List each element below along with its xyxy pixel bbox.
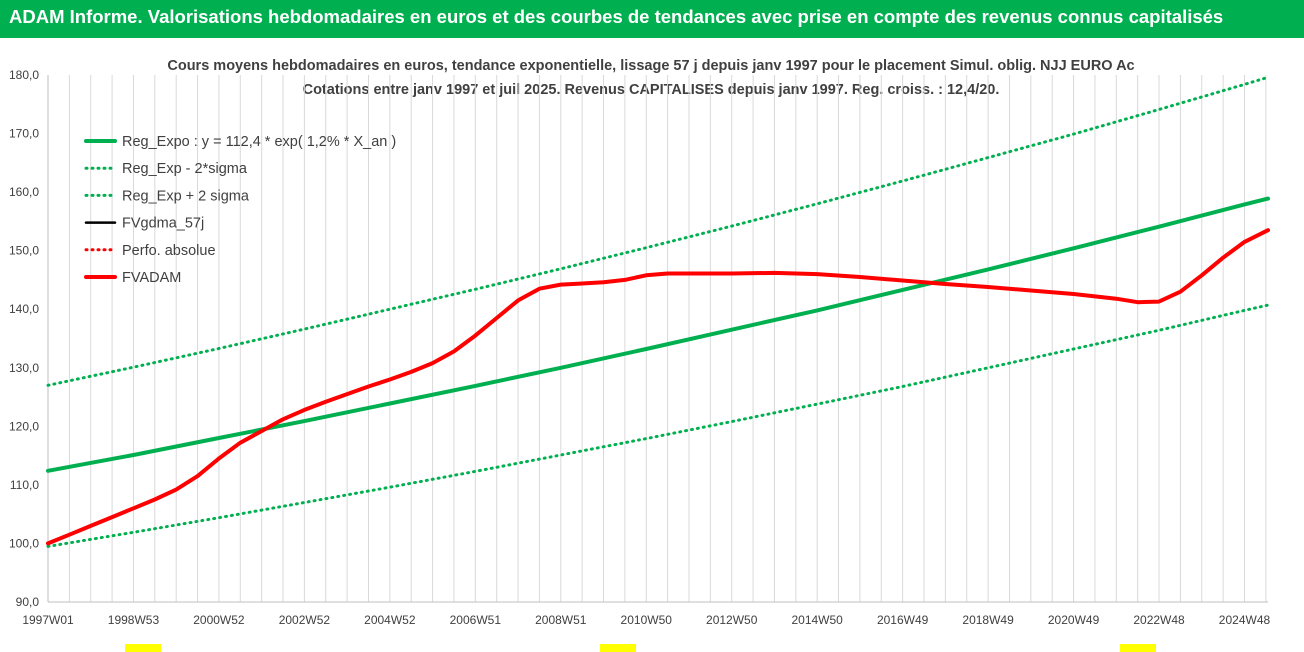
x-tick-label: 2012W50: [706, 613, 758, 627]
y-tick-label: 130,0: [9, 361, 39, 375]
x-tick-label: 2004W52: [364, 613, 416, 627]
bottom-mark: [125, 644, 161, 652]
legend-label: Reg_Expo : y = 112,4 * exp( 1,2% * X_an …: [122, 134, 396, 150]
x-tick-label: 1997W01: [22, 613, 74, 627]
line-chart: Cours moyens hebdomadaires en euros, ten…: [9, 58, 1271, 627]
series-line-2: [46, 75, 1270, 387]
legend-label: Reg_Exp + 2 sigma: [122, 188, 250, 204]
x-tick-label: 2000W52: [193, 613, 245, 627]
y-tick-label: 150,0: [9, 244, 39, 258]
y-tick-label: 180,0: [9, 68, 39, 82]
bottom-mark: [1120, 644, 1156, 652]
x-tick-label: 2022W48: [1133, 613, 1185, 627]
series-line-1: [46, 303, 1270, 548]
x-tick-label: 2018W49: [962, 613, 1014, 627]
y-tick-label: 90,0: [16, 595, 40, 609]
y-tick-label: 160,0: [9, 185, 39, 199]
y-tick-label: 140,0: [9, 302, 39, 316]
legend-label: FVADAM: [122, 270, 181, 286]
header-bar: ADAM Informe. Valorisations hebdomadaire…: [0, 0, 1304, 38]
legend-label: Perfo. absolue: [122, 243, 216, 259]
series-line-5: [46, 228, 1270, 546]
y-tick-label: 100,0: [9, 536, 39, 550]
chart-subtitle: Cotations entre janv 1997 et juil 2025. …: [303, 82, 1000, 98]
bottom-mark: [600, 644, 636, 652]
legend-label: FVgdma_57j: [122, 216, 204, 232]
x-tick-label: 2002W52: [279, 613, 331, 627]
x-tick-label: 2020W49: [1048, 613, 1100, 627]
series-line-0: [46, 196, 1270, 473]
y-tick-label: 120,0: [9, 419, 39, 433]
series-group: [46, 75, 1270, 548]
y-tick-label: 170,0: [9, 127, 39, 141]
x-tick-label: 2006W51: [450, 613, 502, 627]
y-tick-label: 110,0: [10, 478, 39, 492]
x-tick-label: 2016W49: [877, 613, 929, 627]
x-tick-label: 1998W53: [108, 613, 160, 627]
grid: [68, 75, 1267, 602]
x-tick-label: 2014W50: [791, 613, 843, 627]
header-title: ADAM Informe. Valorisations hebdomadaire…: [9, 6, 1224, 27]
axes: 90,0 100,0 110,0 120,0 130,0 140,0 150,0 160,0 1…: [9, 68, 1271, 627]
x-tick-label: 2024W48: [1219, 613, 1271, 627]
legend: Reg_Expo : y = 112,4 * exp( 1,2% * X_an …: [84, 134, 396, 286]
legend-label: Reg_Exp - 2*sigma: [122, 161, 248, 177]
x-tick-label: 2008W51: [535, 613, 587, 627]
bottom-strip: [0, 644, 1304, 652]
x-tick-label: 2010W50: [621, 613, 673, 627]
chart-title: Cours moyens hebdomadaires en euros, ten…: [167, 58, 1134, 74]
